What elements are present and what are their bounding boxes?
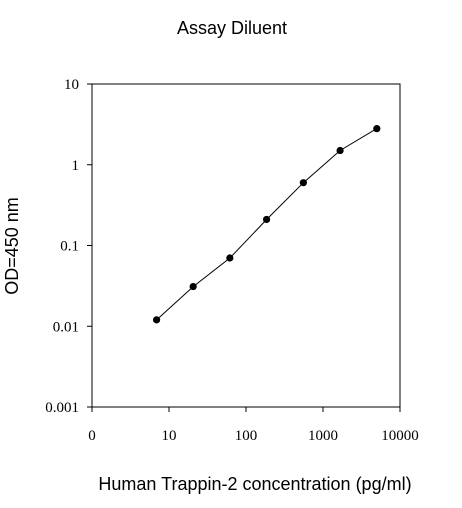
x-tick-label: 10 [162, 428, 177, 444]
y-axis-label: OD=450 nm [2, 197, 22, 295]
data-point [262, 215, 271, 224]
data-point [299, 179, 307, 187]
x-tick-label: 100 [235, 428, 258, 444]
data-point [152, 316, 161, 324]
data-point [226, 254, 234, 262]
data-point [336, 146, 344, 155]
y-tick-label: 0.01 [53, 319, 79, 335]
x-tick-label: 1000 [308, 428, 338, 444]
y-tick-label: 10 [64, 77, 79, 93]
x-tick-label: 0 [88, 428, 96, 444]
series-line [156, 128, 378, 321]
y-axis-ticks: 0.001 0.01 0.1 1 10 [45, 77, 92, 416]
plot-frame [91, 83, 401, 408]
data-point [189, 282, 197, 291]
data-point [373, 125, 381, 133]
y-tick-label: 0.001 [45, 400, 79, 416]
data-series [152, 125, 381, 324]
x-tick-label: 10000 [381, 428, 419, 444]
x-axis-label: Human Trappin-2 concentration (pg/ml) [98, 474, 411, 494]
y-tick-label: 0.1 [60, 239, 79, 255]
y-tick-label: 1 [72, 158, 80, 174]
chart-title: Assay Diluent [177, 18, 287, 38]
x-axis-ticks: 0 10 100 1000 10000 [88, 407, 419, 444]
